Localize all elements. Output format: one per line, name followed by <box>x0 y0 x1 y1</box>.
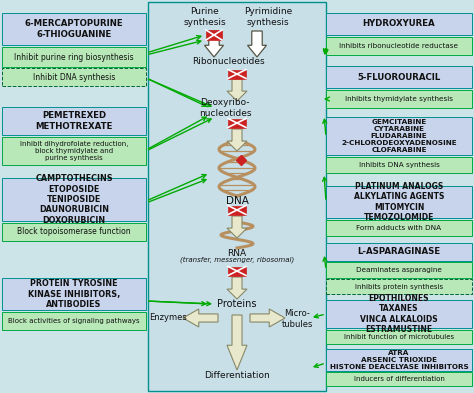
FancyBboxPatch shape <box>326 13 472 35</box>
Polygon shape <box>247 31 266 57</box>
Text: Deaminates asparagine: Deaminates asparagine <box>356 267 442 273</box>
FancyBboxPatch shape <box>228 266 246 275</box>
FancyBboxPatch shape <box>326 349 472 371</box>
FancyBboxPatch shape <box>228 70 246 79</box>
Polygon shape <box>227 216 247 238</box>
Text: Inducers of differentiation: Inducers of differentiation <box>354 376 445 382</box>
FancyBboxPatch shape <box>2 137 146 165</box>
Text: EPOTHILONES
TAXANES
VINCA ALKALOIDS
ESTRAMUSTINE: EPOTHILONES TAXANES VINCA ALKALOIDS ESTR… <box>360 294 438 334</box>
Text: Block activities of signaling pathways: Block activities of signaling pathways <box>8 318 140 324</box>
Polygon shape <box>250 309 285 327</box>
Text: HYDROXYUREA: HYDROXYUREA <box>363 20 435 29</box>
Text: PEMETREXED
METHOTREXATE: PEMETREXED METHOTREXATE <box>35 111 113 131</box>
Text: Inhibits thymidylate synthesis: Inhibits thymidylate synthesis <box>345 96 453 102</box>
FancyBboxPatch shape <box>2 223 146 241</box>
Text: Purine
synthesis: Purine synthesis <box>184 7 226 27</box>
FancyBboxPatch shape <box>2 47 146 67</box>
Text: Inhibit function of microtubules: Inhibit function of microtubules <box>344 334 454 340</box>
Text: L-ASPARAGINASE: L-ASPARAGINASE <box>357 248 440 257</box>
Text: Inhibits ribonucleotide reductase: Inhibits ribonucleotide reductase <box>339 43 458 49</box>
FancyBboxPatch shape <box>326 300 472 328</box>
FancyBboxPatch shape <box>326 66 472 88</box>
Text: RNA: RNA <box>228 248 246 257</box>
Polygon shape <box>227 277 247 299</box>
Text: Pyrimidine
synthesis: Pyrimidine synthesis <box>244 7 292 27</box>
Polygon shape <box>204 31 224 57</box>
Text: GEMCITABINE
CYTARABINE
FLUDARABINE
2-CHLORODEOXYADENOSINE
CLOFARABINE: GEMCITABINE CYTARABINE FLUDARABINE 2-CHL… <box>341 119 457 153</box>
Text: Proteins: Proteins <box>217 299 257 309</box>
FancyBboxPatch shape <box>326 279 472 294</box>
Text: Inhibit purine ring biosynthesis: Inhibit purine ring biosynthesis <box>14 53 134 61</box>
FancyBboxPatch shape <box>326 243 472 261</box>
FancyBboxPatch shape <box>206 30 222 40</box>
FancyBboxPatch shape <box>326 186 472 218</box>
FancyBboxPatch shape <box>326 90 472 108</box>
Text: Micro-
tubules: Micro- tubules <box>281 309 313 329</box>
Text: Deoxyribo-
nucleotides: Deoxyribo- nucleotides <box>199 98 251 118</box>
Text: ATRA
ARSENIC TRIOXIDE
HISTONE DEACELYASE INHIBITORS: ATRA ARSENIC TRIOXIDE HISTONE DEACELYASE… <box>329 350 468 370</box>
Text: Form adducts with DNA: Form adducts with DNA <box>356 225 442 231</box>
FancyBboxPatch shape <box>326 372 472 386</box>
FancyBboxPatch shape <box>326 262 472 278</box>
Text: Differentiation: Differentiation <box>204 371 270 380</box>
FancyBboxPatch shape <box>2 68 146 86</box>
FancyBboxPatch shape <box>326 220 472 236</box>
Text: Block topoisomerase function: Block topoisomerase function <box>17 228 131 237</box>
Text: PROTEIN TYROSINE
KINASE INHIBITORS,
ANTIBODIES: PROTEIN TYROSINE KINASE INHIBITORS, ANTI… <box>28 279 120 309</box>
FancyBboxPatch shape <box>2 178 146 221</box>
Text: CAMPTOTHECINS
ETOPOSIDE
TENIPOSIDE
DAUNORUBICIN
DOXORUBICIN: CAMPTOTHECINS ETOPOSIDE TENIPOSIDE DAUNO… <box>35 174 113 225</box>
FancyBboxPatch shape <box>148 2 326 391</box>
Text: Inhibit DNA synthesis: Inhibit DNA synthesis <box>33 72 115 81</box>
Text: Inhibits protein synthesis: Inhibits protein synthesis <box>355 283 443 290</box>
Polygon shape <box>227 129 247 151</box>
FancyBboxPatch shape <box>2 13 146 45</box>
Text: DNA: DNA <box>226 196 248 206</box>
FancyBboxPatch shape <box>326 37 472 55</box>
Polygon shape <box>183 309 218 327</box>
Text: Enzymes: Enzymes <box>149 314 187 323</box>
Polygon shape <box>227 315 247 370</box>
FancyBboxPatch shape <box>228 119 246 127</box>
FancyBboxPatch shape <box>228 206 246 215</box>
Text: 6-MERCAPTOPURINE
6-THIOGUANINE: 6-MERCAPTOPURINE 6-THIOGUANINE <box>25 19 123 39</box>
Text: Ribonucleotides: Ribonucleotides <box>191 57 264 66</box>
Text: PLATINUM ANALOGS
ALKYLATING AGENTS
MITOMYCIN
TEMOZOLOMIDE: PLATINUM ANALOGS ALKYLATING AGENTS MITOM… <box>354 182 444 222</box>
Text: (transfer, messenger, ribosomal): (transfer, messenger, ribosomal) <box>180 257 294 263</box>
Text: Inhibit dihydrofolate reduction,
block thymidylate and
purine synthesis: Inhibit dihydrofolate reduction, block t… <box>20 141 128 161</box>
FancyBboxPatch shape <box>326 117 472 155</box>
Polygon shape <box>227 79 247 101</box>
FancyBboxPatch shape <box>2 107 146 135</box>
FancyBboxPatch shape <box>326 330 472 344</box>
Text: 5-FLUOROURACIL: 5-FLUOROURACIL <box>357 72 441 81</box>
FancyBboxPatch shape <box>2 278 146 310</box>
FancyBboxPatch shape <box>2 312 146 330</box>
Text: Inhibits DNA synthesis: Inhibits DNA synthesis <box>358 162 439 168</box>
FancyBboxPatch shape <box>326 157 472 173</box>
